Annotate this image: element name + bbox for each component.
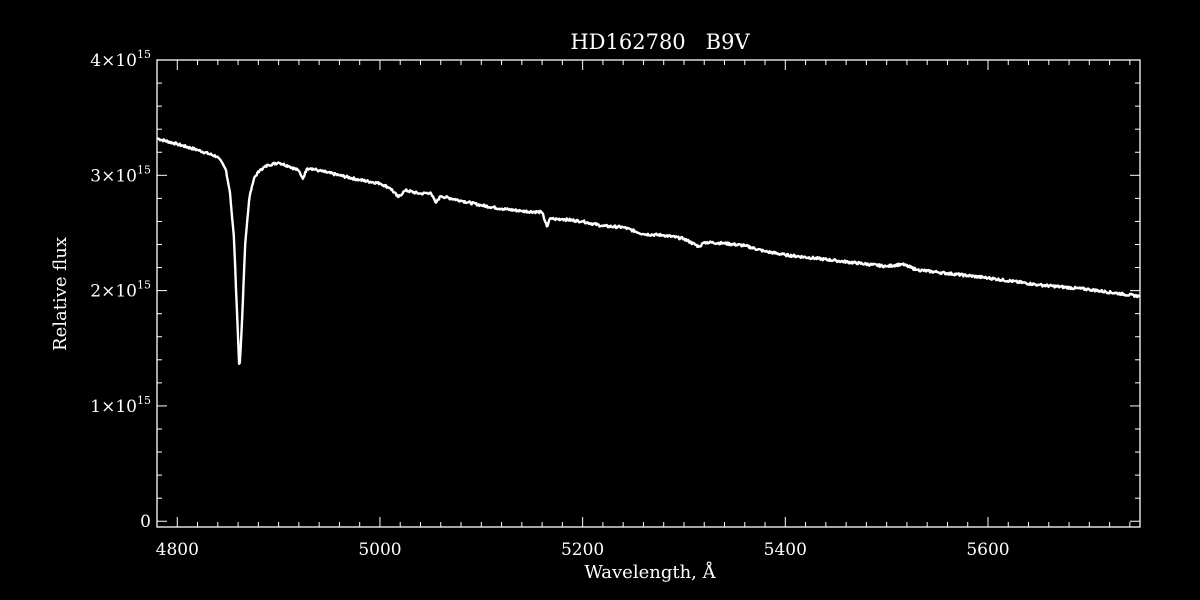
x-tick-labels: 4800 5000 5200 5400 5600 — [156, 540, 1010, 560]
y-tick-label: 1×1015 — [90, 394, 151, 417]
chart-title: HD162780 B9V — [570, 30, 750, 54]
plot-frame — [156, 59, 1141, 528]
x-tick-label: 5200 — [561, 540, 604, 560]
axis-ticks — [156, 59, 1140, 527]
x-tick-label: 5000 — [358, 540, 401, 560]
x-tick-label: 5600 — [966, 540, 1009, 560]
spectrum-line — [156, 137, 1141, 365]
y-tick-labels: 0 1×1015 2×1015 3×1015 4×1015 — [90, 48, 151, 532]
x-tick-label: 4800 — [156, 540, 199, 560]
x-axis-label: Wavelength, Å — [584, 561, 716, 583]
y-tick-label: 4×1015 — [90, 48, 151, 71]
y-tick-label: 3×1015 — [90, 163, 151, 186]
y-tick-label: 2×1015 — [90, 279, 151, 302]
x-tick-label: 5400 — [764, 540, 807, 560]
y-tick-label: 0 — [140, 512, 151, 532]
y-axis-label: Relative flux — [50, 237, 71, 351]
